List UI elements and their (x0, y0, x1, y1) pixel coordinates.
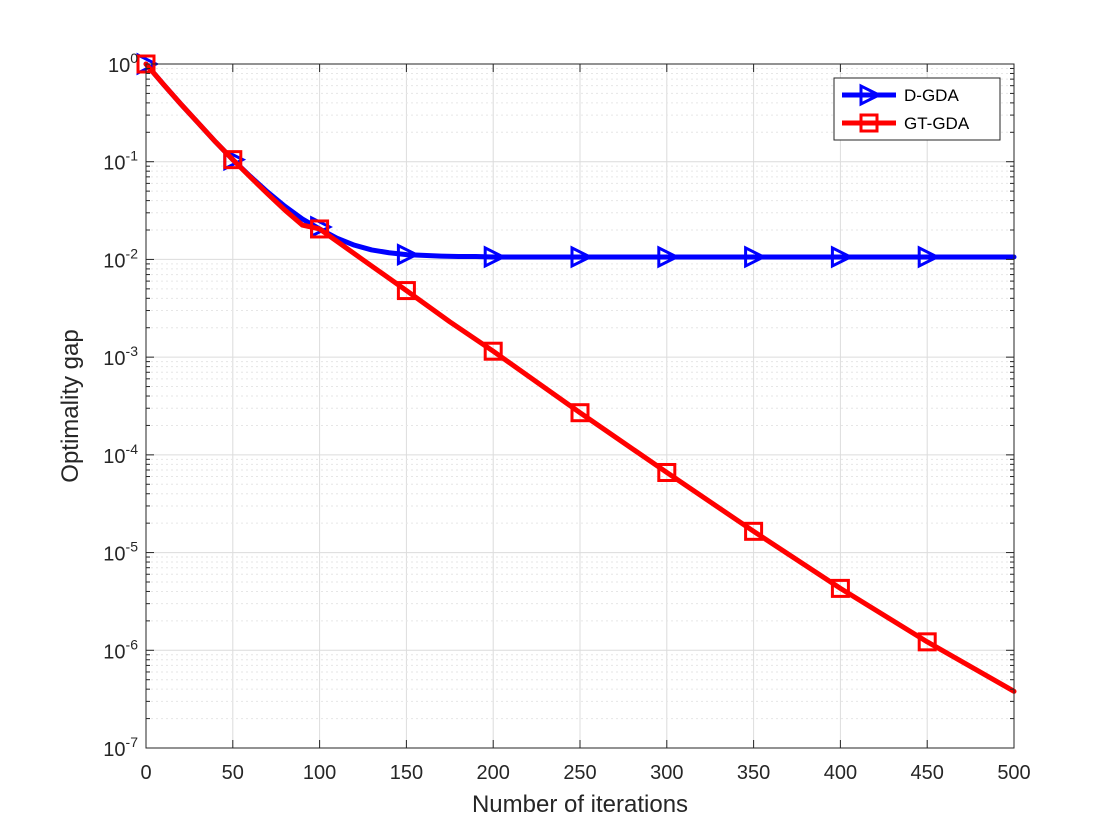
x-tick-label: 100 (303, 762, 336, 784)
y-tick-label: 100 (108, 50, 138, 77)
x-tick-label: 400 (824, 762, 857, 784)
y-tick-label: 10-1 (103, 148, 138, 175)
data-point-d-gda (657, 245, 681, 269)
y-tick-label: 10-2 (103, 245, 138, 272)
x-tick-label: 250 (563, 762, 596, 784)
data-point-d-gda (744, 245, 767, 269)
x-axis-label: Number of iterations (472, 791, 688, 818)
data-point-d-gda (483, 245, 507, 269)
data-point-gt-gda (744, 521, 764, 541)
series-gt-gda (136, 54, 1017, 694)
legend: D-GDA GT-GDA (833, 77, 1001, 141)
y-tick-label: 10-6 (103, 636, 138, 663)
legend-label-d-gda: D-GDA (904, 86, 959, 105)
x-tick-label: 150 (390, 762, 423, 784)
y-tick-label: 10-7 (103, 734, 138, 761)
x-tick-label: 450 (911, 762, 944, 784)
axis-ticks: 0 50 100 150 200 250 300 350 400 450 500 10-7 10-6 10… (103, 50, 1030, 784)
data-point-d-gda (830, 245, 854, 269)
data-point-d-gda (570, 245, 594, 269)
legend-marker-gt-gda (859, 113, 879, 133)
data-point-gt-gda (570, 403, 590, 423)
x-tick-label: 50 (222, 762, 244, 784)
data-point-gt-gda (310, 219, 330, 239)
data-point-gt-gda (917, 632, 937, 652)
x-tick-label: 0 (140, 762, 151, 784)
y-tick-label: 10-4 (103, 441, 138, 468)
series-lines (136, 52, 1017, 694)
x-tick-label: 300 (650, 762, 683, 784)
y-tick-label: 10-3 (103, 343, 138, 370)
data-point-d-gda (917, 245, 941, 269)
y-tick-label: 10-5 (103, 539, 138, 566)
series-line-gt-gda (143, 61, 1017, 694)
data-point-gt-gda (396, 281, 416, 301)
x-tick-label: 500 (997, 762, 1030, 784)
y-axis-label: Optimality gap (57, 329, 84, 482)
x-tick-label: 200 (477, 762, 510, 784)
data-point-d-gda (396, 243, 420, 267)
data-point-gt-gda (657, 462, 677, 482)
legend-label-gt-gda: GT-GDA (904, 114, 970, 133)
data-point-gt-gda (483, 341, 503, 361)
data-point-gt-gda (830, 578, 850, 598)
legend-marker-d-gda (859, 83, 883, 107)
x-tick-label: 350 (737, 762, 770, 784)
data-point-gt-gda (223, 150, 243, 170)
